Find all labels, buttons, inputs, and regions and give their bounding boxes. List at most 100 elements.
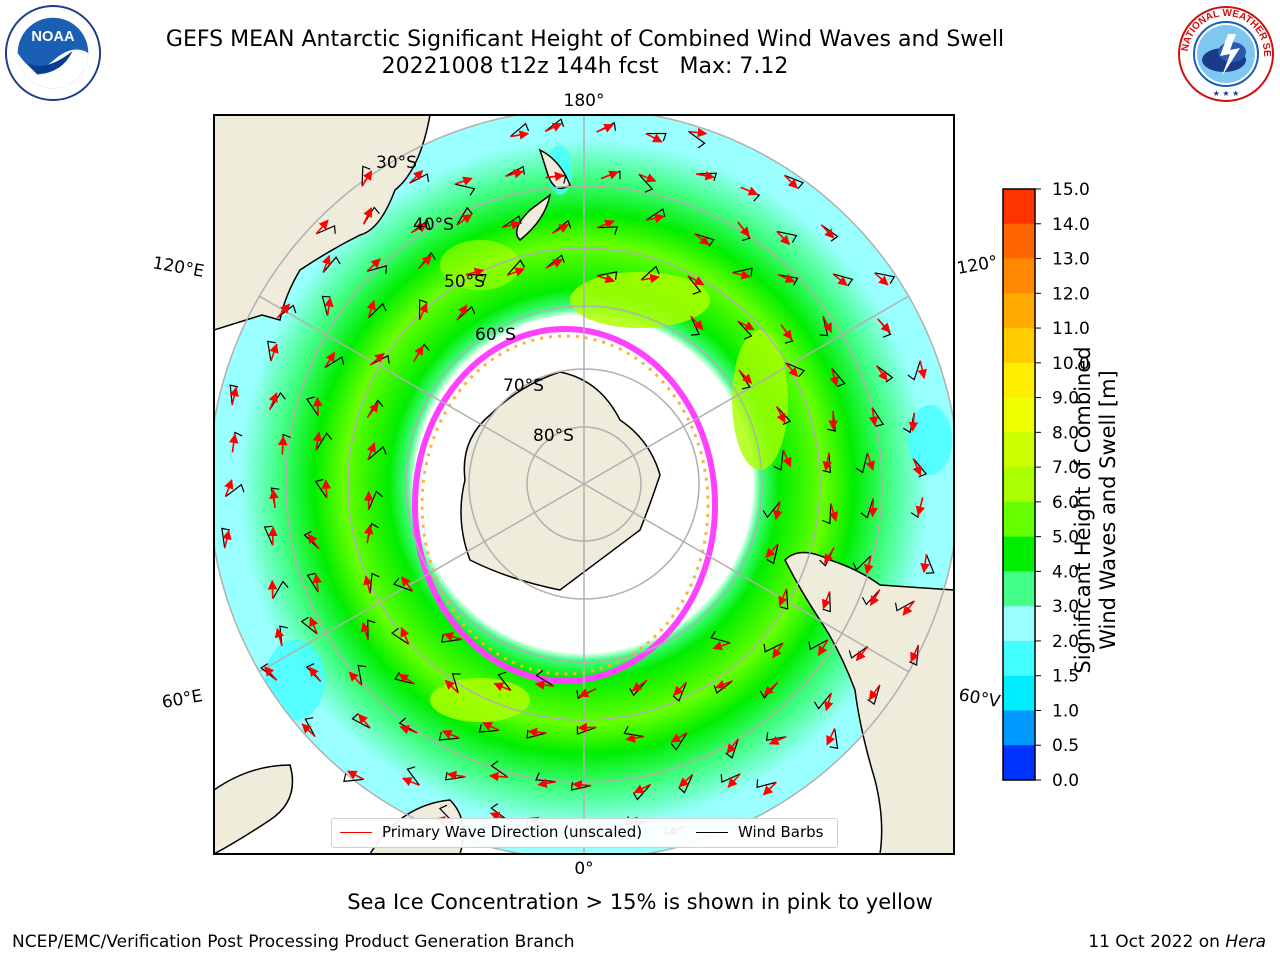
wave-direction-arrow bbox=[309, 616, 319, 635]
wave-direction-arrow bbox=[410, 223, 428, 234]
wave-direction-arrow bbox=[362, 207, 373, 225]
colorbar-tick-label: 14.0 bbox=[1052, 215, 1090, 235]
wave-direction-arrow bbox=[361, 170, 373, 187]
wave-direction-arrow bbox=[908, 412, 919, 432]
wave-direction-arrow bbox=[443, 632, 462, 642]
wave-direction-arrow bbox=[785, 362, 799, 378]
wave-direction-arrow bbox=[910, 644, 920, 663]
graticule bbox=[214, 115, 954, 854]
wave-direction-arrow bbox=[363, 575, 373, 594]
wave-direction-arrow bbox=[312, 396, 323, 416]
wind-barb bbox=[406, 766, 420, 786]
footer-date-text: 11 Oct 2022 on bbox=[1088, 932, 1226, 952]
wind-barb bbox=[552, 219, 572, 234]
wind-barb bbox=[279, 625, 288, 647]
wind-barb bbox=[544, 118, 565, 132]
colorbar-tick-label: 1.0 bbox=[1052, 701, 1079, 721]
wave-direction-arrow bbox=[832, 273, 848, 286]
wave-direction-arrow bbox=[855, 645, 869, 662]
wave-direction-arrow bbox=[778, 588, 788, 607]
noaa-logo-text: NOAA bbox=[31, 29, 75, 45]
wave-direction-arrow bbox=[398, 673, 415, 685]
wind-barb bbox=[822, 591, 831, 613]
wave-direction-arrow bbox=[465, 267, 485, 277]
wind-barb bbox=[860, 498, 874, 519]
wave-direction-arrow bbox=[596, 219, 615, 229]
wind-barb bbox=[894, 600, 915, 612]
wind-barb bbox=[779, 588, 789, 610]
wind-barb bbox=[391, 627, 410, 645]
colorbar-tick-label: 12.0 bbox=[1052, 284, 1090, 304]
wave-direction-arrow bbox=[822, 452, 832, 472]
wave-direction-arrow bbox=[269, 343, 279, 362]
wave-direction-arrow bbox=[366, 299, 376, 319]
land-africa bbox=[214, 764, 294, 854]
wave-direction-arrows bbox=[222, 122, 930, 839]
colorbar-segment bbox=[1003, 362, 1035, 399]
wind-barb bbox=[907, 360, 921, 381]
wave-direction-arrow bbox=[762, 781, 777, 796]
wave-direction-arrow bbox=[267, 579, 278, 599]
wave-direction-arrow bbox=[782, 449, 792, 468]
wind-barb bbox=[316, 224, 336, 235]
wave-direction-arrow bbox=[307, 533, 320, 550]
wind-barb bbox=[229, 384, 239, 406]
wind-barb bbox=[629, 679, 648, 697]
wind-barb bbox=[785, 362, 806, 377]
colorbar-segment bbox=[1003, 606, 1035, 642]
wave-direction-arrow bbox=[912, 458, 922, 476]
wind-barb bbox=[808, 639, 829, 651]
wave-direction-arrow bbox=[868, 684, 881, 701]
wind-barb bbox=[351, 712, 371, 729]
wind-barb bbox=[300, 616, 318, 635]
wind-barb bbox=[766, 543, 779, 565]
wind-barb bbox=[321, 295, 331, 316]
wave-direction-arrow bbox=[687, 275, 705, 286]
wave-direction-arrow bbox=[783, 174, 798, 189]
wave-direction-arrow bbox=[902, 600, 916, 616]
colorbar-segment bbox=[1003, 258, 1035, 294]
wind-barb bbox=[763, 642, 784, 653]
colorbar-label-text: Significant Height of Combined Wind Wave… bbox=[1071, 346, 1120, 674]
wave-direction-arrow bbox=[537, 778, 557, 789]
wave-direction-arrow bbox=[366, 442, 376, 461]
wave-direction-arrow bbox=[820, 224, 835, 239]
wave-direction-arrow bbox=[441, 730, 460, 739]
wind-barb bbox=[776, 230, 798, 243]
wave-direction-arrow bbox=[596, 123, 614, 133]
wave-direction-arrow bbox=[688, 127, 708, 138]
wave-direction-arrow bbox=[269, 488, 279, 508]
wave-direction-arrow bbox=[775, 406, 786, 424]
colorbar-tick-label: 0.0 bbox=[1052, 771, 1079, 791]
wave-direction-arrow bbox=[715, 679, 734, 689]
wave-direction-arrow bbox=[301, 723, 316, 738]
wave-direction-arrow bbox=[369, 352, 385, 366]
wind-barb bbox=[304, 717, 316, 737]
figure-title: GEFS MEAN Antarctic Significant Height o… bbox=[0, 26, 1170, 80]
colorbar-segment bbox=[1003, 189, 1035, 225]
wave-direction-arrow bbox=[631, 679, 648, 692]
wave-direction-arrow bbox=[401, 777, 420, 787]
wind-barb bbox=[444, 771, 466, 781]
wave-direction-arrow bbox=[268, 392, 278, 411]
footer-date: 11 Oct 2022 on Hera bbox=[1088, 932, 1266, 952]
wind-barb bbox=[909, 644, 919, 666]
wave-direction-arrow bbox=[324, 296, 334, 316]
wind-barb bbox=[597, 226, 619, 235]
wind-barb bbox=[902, 412, 915, 434]
wind-barb bbox=[322, 256, 341, 273]
wave-direction-arrow bbox=[488, 771, 508, 782]
wave-direction-arrow bbox=[552, 223, 570, 234]
wave-direction-arrow bbox=[324, 351, 336, 369]
wave-direction-arrow bbox=[765, 543, 779, 559]
wave-direction-arrow bbox=[763, 682, 778, 696]
wave-direction-arrow bbox=[456, 304, 468, 321]
wave-direction-arrow bbox=[915, 497, 925, 516]
wave-direction-arrow bbox=[640, 273, 660, 284]
lat-label-40s: 40°S bbox=[413, 215, 454, 235]
wind-barb bbox=[777, 274, 799, 286]
wave-direction-arrow bbox=[670, 732, 688, 743]
sea-ice-note: Sea Ice Concentration > 15% is shown in … bbox=[347, 890, 933, 914]
wave-direction-arrow bbox=[600, 170, 619, 180]
wind-barb bbox=[638, 173, 654, 193]
